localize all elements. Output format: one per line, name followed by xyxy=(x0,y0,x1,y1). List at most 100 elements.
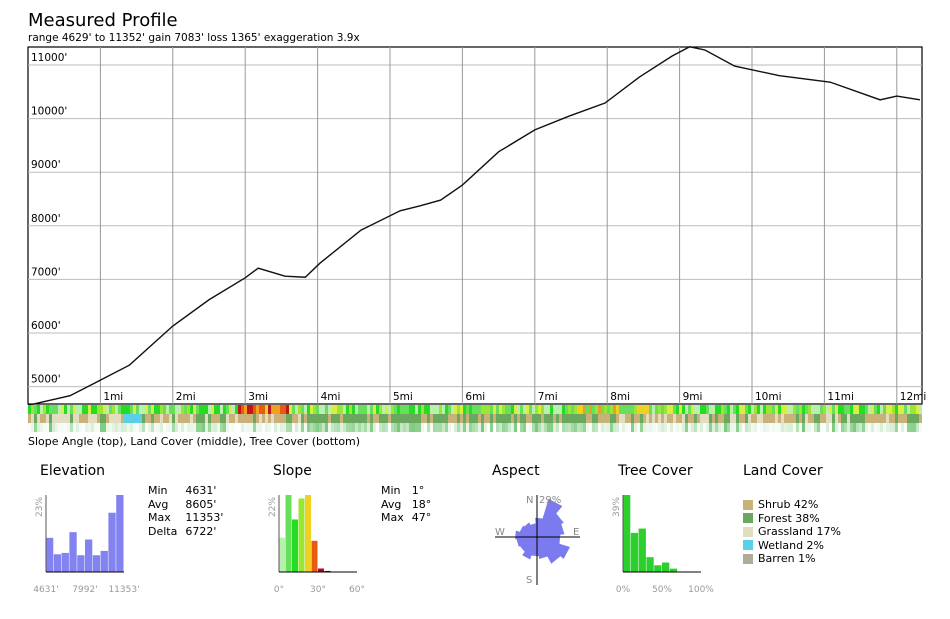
land-cover-strip-segment xyxy=(265,414,268,423)
tree-cover-strip-segment xyxy=(496,423,499,432)
land-cover-strip-segment xyxy=(199,414,202,423)
land-cover-strip-segment xyxy=(538,414,541,423)
tree-cover-strip-segment xyxy=(871,423,874,432)
slope-strip-segment xyxy=(823,405,826,414)
tree-cover-strip-segment xyxy=(202,423,205,432)
tree-cover-strip-segment xyxy=(358,423,361,432)
y-tick-label: 11000' xyxy=(31,52,67,64)
tree-cover-strip-segment xyxy=(784,423,787,432)
slope-strip-segment xyxy=(28,405,31,414)
slope-strip-segment xyxy=(562,405,565,414)
tree-cover-strip-segment xyxy=(427,423,430,432)
land-cover-strip-segment xyxy=(778,414,781,423)
slope-strip-segment xyxy=(916,405,919,414)
land-cover-strip-segment xyxy=(799,414,802,423)
tree-cover-strip-segment xyxy=(100,423,103,432)
land-cover-strip-segment xyxy=(337,414,340,423)
land-cover-strip-segment xyxy=(34,414,37,423)
tree-cover-strip-segment xyxy=(463,423,466,432)
slope-strip-segment xyxy=(421,405,424,414)
tree-cover-strip-segment xyxy=(658,423,661,432)
land-cover-strip-segment xyxy=(178,414,181,423)
land-cover-strip-segment xyxy=(631,414,634,423)
stat-value: 47° xyxy=(411,511,432,524)
tree-cover-strip-segment xyxy=(907,423,910,432)
slope-strip-segment xyxy=(427,405,430,414)
land-cover-strip-segment xyxy=(289,414,292,423)
tree-cover-strip-segment xyxy=(31,423,34,432)
slope-strip-segment xyxy=(76,405,79,414)
land-cover-strip-segment xyxy=(712,414,715,423)
south-label: S xyxy=(526,575,532,586)
tree-cover-strip-segment xyxy=(394,423,397,432)
tree-cover-strip-segment xyxy=(94,423,97,432)
y-tick-label: 8000' xyxy=(31,213,61,225)
slope-strip-segment xyxy=(814,405,817,414)
slope-strip-segment xyxy=(505,405,508,414)
land-cover-strip-segment xyxy=(385,414,388,423)
slope-strip-segment xyxy=(439,405,442,414)
land-cover-strip-segment xyxy=(442,414,445,423)
x-tick-label: 100% xyxy=(688,585,714,595)
tree-cover-strip-segment xyxy=(898,423,901,432)
land-cover-strip-segment xyxy=(652,414,655,423)
slope-strip-segment xyxy=(637,405,640,414)
x-tick-label: 50% xyxy=(652,585,672,595)
slope-strip-segment xyxy=(229,405,232,414)
tree-cover-strip-segment xyxy=(556,423,559,432)
slope-strip-segment xyxy=(760,405,763,414)
land-cover-strip-segment xyxy=(691,414,694,423)
slope-strip-segment xyxy=(511,405,514,414)
land-cover-strip-segment xyxy=(58,414,61,423)
land-cover-strip-segment xyxy=(313,414,316,423)
slope-strip-segment xyxy=(301,405,304,414)
tree-cover-strip-segment xyxy=(901,423,904,432)
slope-strip-segment xyxy=(328,405,331,414)
slope-strip-segment xyxy=(862,405,865,414)
tree-cover-strip-segment xyxy=(154,423,157,432)
tree-cover-strip-segment xyxy=(178,423,181,432)
tree-cover-strip-segment xyxy=(655,423,658,432)
land-cover-strip-segment xyxy=(238,414,241,423)
stat-label: Avg xyxy=(148,497,169,511)
tree-cover-strip-segment xyxy=(661,423,664,432)
land-cover-strip-segment xyxy=(121,414,124,423)
land-cover-strip-segment xyxy=(790,414,793,423)
tree-cover-strip-segment xyxy=(415,423,418,432)
land-cover-strip-segment xyxy=(424,414,427,423)
tree-cover-strip-segment xyxy=(703,423,706,432)
slope-strip-segment xyxy=(586,405,589,414)
slope-strip-segment xyxy=(580,405,583,414)
legend-label: Grassland 17% xyxy=(758,525,841,539)
stat-value: 1° xyxy=(411,484,425,497)
slope-strip-segment xyxy=(232,405,235,414)
land-cover-legend: Shrub 42% Forest 38% Grassland 17% Wetland … xyxy=(743,498,841,566)
tree-cover-strip-segment xyxy=(409,423,412,432)
tree-cover-strip-segment xyxy=(508,423,511,432)
tree-cover-strip-segment xyxy=(289,423,292,432)
slope-strip-segment xyxy=(310,405,313,414)
slope-strip-segment xyxy=(340,405,343,414)
tree-cover-strip-segment xyxy=(322,423,325,432)
tree-cover-strip-segment xyxy=(553,423,556,432)
land-cover-strip-segment xyxy=(187,414,190,423)
tree-cover-strip-segment xyxy=(88,423,91,432)
tree-cover-strip-segment xyxy=(274,423,277,432)
tree-cover-strip-segment xyxy=(73,423,76,432)
land-cover-strip-segment xyxy=(55,414,58,423)
tree-cover-strip-segment xyxy=(547,423,550,432)
tree-cover-strip-segment xyxy=(604,423,607,432)
tree-cover-strip-segment xyxy=(91,423,94,432)
slope-strip-segment xyxy=(904,405,907,414)
tree-cover-strip-segment xyxy=(631,423,634,432)
land-cover-strip-segment xyxy=(469,414,472,423)
tree-cover-strip-segment xyxy=(181,423,184,432)
histogram-bar xyxy=(654,565,662,572)
slope-strip-segment xyxy=(865,405,868,414)
land-cover-strip-segment xyxy=(283,414,286,423)
histogram-bar xyxy=(305,495,311,572)
tree-cover-strip-segment xyxy=(610,423,613,432)
land-cover-strip-segment xyxy=(658,414,661,423)
elevation-panel-title: Elevation xyxy=(40,463,106,479)
slope-strip-segment xyxy=(559,405,562,414)
